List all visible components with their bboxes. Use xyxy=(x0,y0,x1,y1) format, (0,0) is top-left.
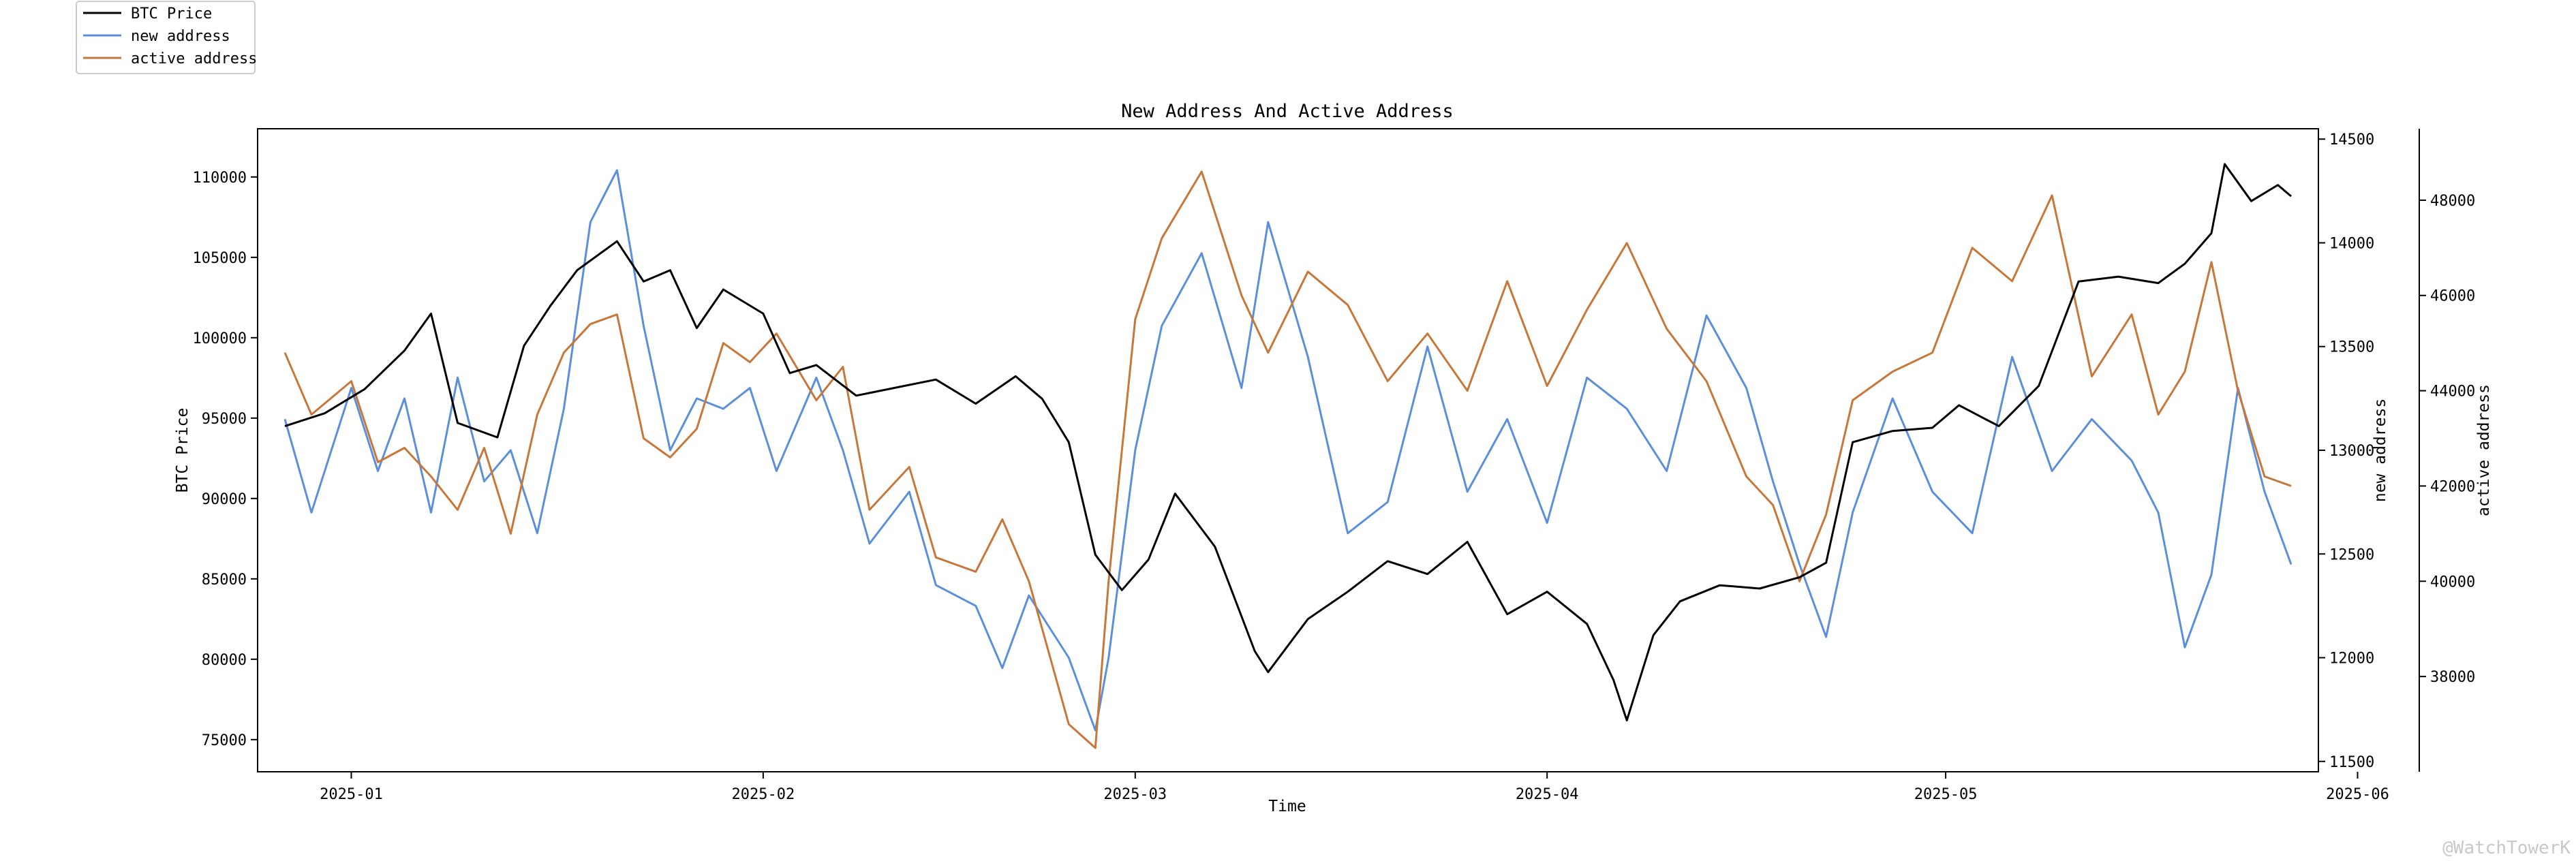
legend: BTC Price new address active address xyxy=(76,1,257,74)
x-tick-label: 2025-05 xyxy=(1914,786,1978,803)
btc-price-tick-label: 80000 xyxy=(202,652,247,669)
x-tick-label: 2025-04 xyxy=(1516,786,1579,803)
active-address-tick-label: 48000 xyxy=(2430,193,2475,210)
new-address-tick-label: 11500 xyxy=(2329,754,2374,771)
y-axis-label-active-address: active address xyxy=(2475,384,2493,516)
btc-price-tick-label: 85000 xyxy=(202,572,247,589)
x-tick-label: 2025-03 xyxy=(1103,786,1167,803)
x-tick-label: 2025-02 xyxy=(732,786,795,803)
new-address-tick-label: 12000 xyxy=(2329,651,2374,668)
btc-price-tick-label: 110000 xyxy=(193,170,247,187)
active-address-tick-label: 46000 xyxy=(2430,288,2475,305)
btc-price-tick-label: 95000 xyxy=(202,411,247,428)
x-tick-label: 2025-06 xyxy=(2326,786,2389,803)
new-address-tick-label: 13000 xyxy=(2329,443,2374,460)
axes-layer: 2025-01 2025-02 2025-03 2025-04 2025-05 2025-… xyxy=(193,131,2476,803)
series-line-new-address xyxy=(283,169,2293,732)
series-line-active-address xyxy=(283,170,2292,749)
btc-price-tick-label: 75000 xyxy=(202,732,247,749)
watermark: @WatchTowerK xyxy=(2442,838,2571,858)
btc-price-tick-label: 105000 xyxy=(193,250,247,267)
series-layer xyxy=(283,163,2293,749)
legend-label-btc-price: BTC Price xyxy=(131,5,212,22)
legend-frame xyxy=(76,1,256,74)
series-line-btc-price xyxy=(284,163,2292,721)
active-address-tick-label: 38000 xyxy=(2430,669,2475,686)
legend-label-active-address: active address xyxy=(131,50,257,67)
x-tick-label: 2025-01 xyxy=(320,786,383,803)
new-address-tick-label: 14000 xyxy=(2329,235,2374,252)
legend-label-new-address: new address xyxy=(131,28,230,45)
btc-price-tick-label: 100000 xyxy=(193,330,247,347)
new-address-tick-label: 13500 xyxy=(2329,339,2374,356)
new-address-tick-label: 12500 xyxy=(2329,546,2374,563)
btc-price-tick-label: 90000 xyxy=(202,491,247,508)
y-axis-label-btc-price: BTC Price xyxy=(174,408,191,493)
active-address-tick-label: 40000 xyxy=(2430,574,2475,591)
active-address-tick-label: 42000 xyxy=(2430,478,2475,495)
new-address-tick-label: 14500 xyxy=(2329,131,2374,148)
chart-title: New Address And Active Address xyxy=(1121,101,1454,122)
x-axis-label: Time xyxy=(1268,798,1306,815)
y-axis-label-new-address: new address xyxy=(2372,398,2389,502)
active-address-tick-label: 44000 xyxy=(2430,383,2475,401)
